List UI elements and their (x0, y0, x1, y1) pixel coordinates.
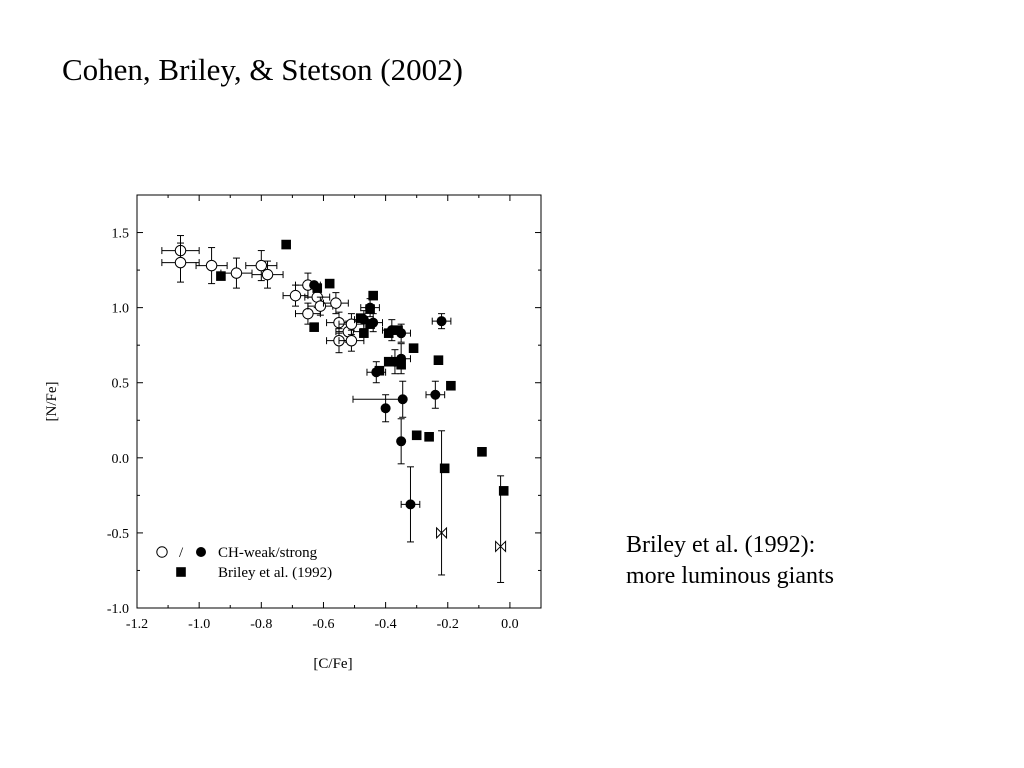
y-tick-label: -0.5 (107, 527, 129, 542)
chart-axes: -1.2 -1.0 -0.8 -0.6 -0.4 -0.2 0.0-1.0-0.50.00.… (44, 194, 542, 672)
legend-filled-square (176, 567, 186, 577)
y-tick-label: 0.0 (112, 452, 130, 467)
x-tick-label: -0.2 (437, 617, 459, 632)
briley-1992-point (439, 463, 450, 474)
x-tick-label: -0.6 (312, 617, 334, 632)
ch-weak-point (345, 318, 358, 330)
ch-weak-point (302, 307, 314, 320)
ch-weak-point (230, 267, 243, 279)
briley-1992-point (383, 328, 394, 338)
ch-strong-point (380, 403, 391, 414)
ch-strong-point (396, 436, 407, 447)
briley-1992-point (281, 239, 291, 250)
ch-strong-point (430, 389, 441, 400)
y-tick-label: 1.0 (112, 302, 130, 317)
briley-1992-point (216, 271, 226, 281)
y-tick-label: -1.0 (107, 602, 129, 617)
briley-1992-point (408, 343, 419, 353)
x-axis-label: [C/Fe] (313, 656, 352, 672)
briley-1992-point (365, 304, 375, 314)
briley-1992-point (355, 313, 366, 323)
side-note: Briley et al. (1992): more luminous gian… (626, 530, 834, 592)
ch-weak-point (255, 259, 268, 272)
briley-1992-point (368, 290, 378, 301)
slide-title: Cohen, Briley, & Stetson (2002) (62, 52, 463, 87)
y-tick-label: 0.5 (112, 377, 130, 392)
legend-filled-circle (196, 547, 206, 557)
legend-slash: / (179, 545, 184, 561)
plot-frame (136, 194, 542, 609)
x-tick-label: -0.4 (375, 617, 397, 632)
side-note-line-1: Briley et al. (1992): (626, 532, 816, 558)
briley-1992-point (498, 486, 509, 496)
ch-weak-point (174, 256, 187, 269)
briley-1992-point (446, 380, 456, 391)
ch-weak-point (261, 268, 274, 281)
briley-1992-point (359, 328, 369, 338)
y-axis-label: [N/Fe] (44, 382, 60, 422)
briley-1992-point (393, 325, 403, 335)
side-note-line-2: more luminous giants (626, 563, 834, 589)
upper-limit-point (495, 540, 507, 553)
legend-label-ch: CH-weak/strong (218, 545, 318, 561)
ch-strong-point (397, 394, 408, 405)
briley-1992-point (312, 283, 323, 293)
ch-weak-point (314, 300, 327, 312)
briley-1992-point (477, 447, 487, 457)
ch-strong-point (405, 499, 416, 510)
upper-limit-point (436, 526, 448, 540)
ch-weak-point (289, 289, 302, 302)
briley-1992-point (324, 278, 335, 289)
briley-1992-point (374, 365, 385, 376)
legend-open-circle (156, 546, 168, 558)
ch-weak-point (330, 297, 342, 309)
briley-1992-point (433, 355, 444, 365)
chart-legend: / CH-weak/strong Briley et al. (1992) (156, 545, 332, 581)
x-tick-label: 0.0 (501, 617, 519, 632)
briley-1992-point (424, 431, 434, 442)
briley-1992-point (309, 322, 319, 332)
x-tick-label: -1.0 (188, 617, 210, 632)
briley-1992-point (411, 430, 422, 441)
x-tick-label: -1.2 (126, 617, 148, 632)
x-tick-label: -0.8 (250, 617, 272, 632)
briley-1992-point (383, 356, 394, 367)
legend-label-briley: Briley et al. (1992) (218, 565, 332, 581)
briley-1992-point (396, 359, 406, 370)
ch-weak-point (345, 334, 358, 347)
briley-1992-point (365, 319, 375, 329)
ch-strong-point (436, 316, 447, 327)
chart-marks (161, 235, 509, 583)
ch-weak-point (205, 259, 218, 272)
y-tick-label: 1.5 (112, 227, 130, 242)
